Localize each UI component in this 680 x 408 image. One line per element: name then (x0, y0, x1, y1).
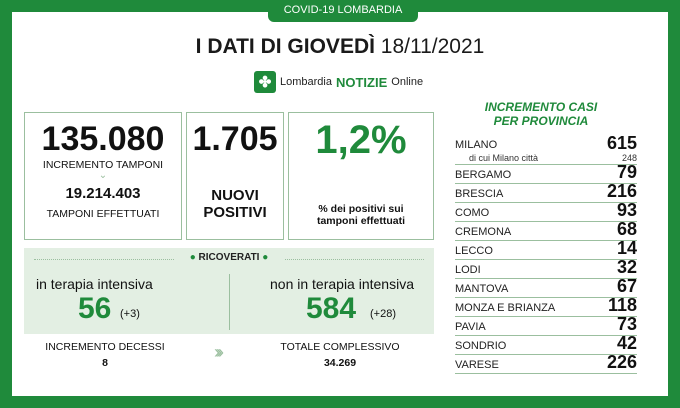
province-value: 615 (606, 133, 637, 153)
province-value: 42 (616, 333, 637, 353)
page-title: I DATI DI GIOVEDÌ 18/11/2021 (0, 35, 680, 59)
province-name: MONZA E BRIANZA (455, 302, 556, 314)
percentuale-value: 1,2% (315, 118, 407, 162)
province-value: 68 (616, 219, 637, 239)
province-name: PAVIA (455, 321, 486, 333)
province-value: 67 (616, 276, 637, 296)
title-date: 18/11/2021 (380, 35, 485, 58)
province-name: SONDRIO (455, 340, 507, 352)
lombardia-rose-icon: ✤ (254, 71, 276, 93)
topic-tag: COVID-19 LOMBARDIA (268, 0, 418, 22)
nuovi-positivi-label-1: NUOVI (211, 187, 259, 204)
vertical-separator (229, 274, 230, 330)
province-value: 14 (616, 238, 637, 258)
province-name: MANTOVA (455, 283, 509, 295)
province-row: COMO 93 (455, 200, 637, 222)
province-value: 93 (616, 200, 637, 220)
incremento-tamponi-value: 135.080 (41, 120, 165, 158)
tamponi-effettuati-value: 19.214.403 (65, 185, 141, 202)
terapia-intensiva-delta: (+3) (120, 308, 140, 320)
province-row: SONDRIO 42 (455, 333, 637, 355)
province-value: 226 (606, 352, 637, 372)
ricoverati-panel: ● RICOVERATI ● in terapia intensiva 56 (… (24, 248, 434, 334)
incremento-decessi-label: INCREMENTO DECESSI (45, 341, 165, 353)
tamponi-card: 135.080 INCREMENTO TAMPONI ⌄ 19.214.403 … (24, 112, 182, 240)
brand-online: Online (391, 76, 424, 88)
ricoverati-label: RICOVERATI (198, 252, 260, 263)
non-terapia-intensiva-value: 584 (306, 292, 357, 325)
province-name: MILANO (455, 139, 498, 151)
province-value: 118 (607, 295, 637, 315)
province-name: COMO (455, 207, 490, 219)
incremento-tamponi-label: INCREMENTO TAMPONI (42, 159, 164, 171)
province-value: 73 (616, 314, 637, 334)
tamponi-effettuati-label: TAMPONI EFFETTUATI (46, 208, 160, 220)
province-row: BERGAMO 79 (455, 162, 637, 184)
percentuale-label-2: tamponi effettuati (316, 215, 406, 227)
positivi-card: 1.705 NUOVI POSITIVI (186, 112, 284, 240)
chevrons-right-icon: ››› (214, 342, 224, 362)
nuovi-positivi-label-2: POSITIVI (203, 204, 267, 221)
province-value: 32 (616, 257, 637, 277)
percentuale-label-1: % dei positivi sui (318, 203, 404, 215)
province-title-1: INCREMENTO CASI (484, 100, 598, 114)
province-name: BERGAMO (455, 169, 512, 181)
non-terapia-intensiva-delta: (+28) (370, 308, 396, 320)
province-name: LECCO (455, 245, 493, 257)
nuovi-positivi-value: 1.705 (192, 120, 278, 158)
milano-citta-label: di cui Milano città (469, 153, 539, 163)
bullet-icon: ● (189, 252, 199, 263)
chevron-down-icon: ⌄ (98, 170, 108, 181)
province-value: 79 (616, 162, 637, 182)
province-row: MILANO 615 di cui Milano città 248 (455, 133, 637, 165)
terapia-intensiva-label: in terapia intensiva (36, 276, 153, 292)
province-row: LECCO 14 (455, 238, 637, 260)
totale-complessivo-label: TOTALE COMPLESSIVO (280, 341, 400, 353)
province-name: LODI (455, 264, 481, 276)
incremento-decessi-value: 8 (102, 357, 108, 369)
non-terapia-intensiva-label: non in terapia intensiva (270, 276, 414, 292)
province-name: CREMONA (455, 226, 512, 238)
title-main: I DATI DI GIOVEDÌ (195, 35, 375, 58)
brand-logo: ✤ Lombardia NOTIZIE Online (254, 70, 423, 94)
province-row: BRESCIA 216 (455, 181, 637, 203)
province-title-2: PER PROVINCIA (493, 114, 589, 128)
province-panel: INCREMENTO CASI PER PROVINCIA MILANO 615 d… (441, 100, 641, 380)
province-row: VARESE 226 (455, 352, 637, 374)
province-name: BRESCIA (455, 188, 504, 200)
province-value: 216 (606, 181, 637, 201)
province-row: PAVIA 73 (455, 314, 637, 336)
province-row: MONZA E BRIANZA 118 (455, 295, 637, 317)
terapia-intensiva-value: 56 (78, 292, 112, 325)
province-name: VARESE (455, 359, 499, 371)
bullet-icon: ● (259, 252, 269, 263)
milano-citta-value: 248 (621, 153, 637, 163)
province-row: MANTOVA 67 (455, 276, 637, 298)
province-row: CREMONA 68 (455, 219, 637, 241)
totale-complessivo-value: 34.269 (323, 357, 357, 369)
brand-lombardia: Lombardia (280, 76, 332, 88)
province-row: LODI 32 (455, 257, 637, 279)
ricoverati-header: ● RICOVERATI ● (174, 252, 284, 263)
brand-notizie: NOTIZIE (335, 74, 388, 90)
percentuale-card: 1,2% % dei positivi sui tamponi effettua… (288, 112, 434, 240)
